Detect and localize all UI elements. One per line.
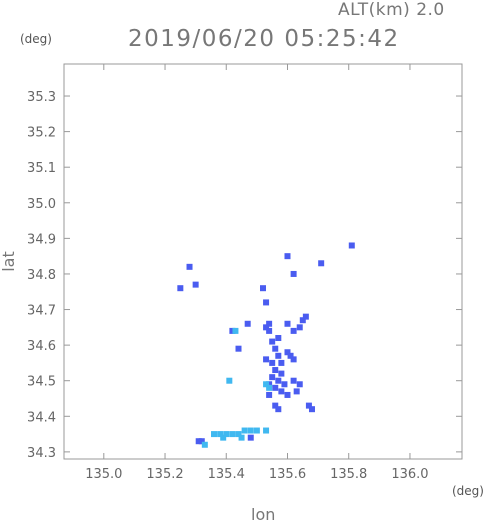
y-tick-label: 34.4: [27, 410, 56, 425]
x-tick-label: 135.0: [85, 467, 122, 482]
data-point: [220, 434, 227, 441]
data-point: [275, 352, 282, 359]
data-point: [281, 381, 288, 388]
data-point: [266, 381, 273, 388]
axis-ticks: 135.0 135.2 135.4 135.6 135.8 136.0 34.3 34.4 34…: [27, 64, 462, 482]
data-point: [263, 381, 270, 388]
x-tick-label: 135.8: [330, 467, 367, 482]
data-point: [348, 242, 355, 249]
y-tick-label: 34.6: [27, 339, 56, 354]
data-point: [266, 384, 273, 391]
data-point: [275, 335, 282, 342]
y-tick-label: 35.0: [27, 197, 56, 212]
data-point: [201, 441, 208, 448]
data-point: [272, 402, 279, 409]
y-tick-label: 34.8: [27, 268, 56, 283]
data-point: [278, 388, 285, 395]
data-point: [229, 327, 236, 334]
data-point: [299, 317, 306, 324]
data-point: [247, 427, 254, 434]
data-point: [223, 431, 230, 438]
data-point: [260, 285, 266, 292]
x-tick-label: 135.4: [208, 467, 245, 482]
data-point: [269, 338, 276, 345]
data-point: [266, 391, 273, 398]
data-point: [272, 384, 279, 391]
y-tick-label: 35.2: [27, 126, 56, 141]
data-point: [241, 427, 248, 434]
data-point: [192, 281, 199, 288]
y-axis-unit: (deg): [20, 32, 52, 46]
data-point: [244, 320, 251, 327]
data-point: [318, 260, 325, 267]
data-point: [290, 356, 297, 363]
data-point: [198, 438, 205, 445]
data-point: [263, 427, 270, 434]
data-point: [226, 377, 233, 384]
data-point: [302, 313, 309, 320]
data-point: [195, 438, 202, 445]
altitude-label: ALT(km) 2.0: [338, 0, 445, 20]
data-point: [305, 402, 312, 409]
y-tick-label: 35.1: [27, 161, 56, 176]
x-tick-label: 136.0: [391, 467, 428, 482]
x-axis-unit: (deg): [452, 484, 484, 498]
data-point: [293, 388, 300, 395]
data-point: [217, 431, 224, 438]
data-point: [290, 270, 297, 277]
data-point: [266, 320, 273, 327]
data-point: [269, 359, 276, 366]
data-point: [296, 324, 303, 331]
data-point: [266, 327, 273, 334]
x-tick-label: 135.2: [146, 467, 183, 482]
data-point: [272, 367, 279, 374]
data-point: [290, 377, 297, 384]
data-point: [296, 381, 303, 388]
data-point: [272, 345, 279, 352]
data-point: [253, 427, 260, 434]
data-point: [235, 431, 242, 438]
data-point: [247, 434, 254, 441]
data-point: [269, 374, 276, 381]
data-point: [232, 327, 239, 334]
data-point: [263, 324, 270, 331]
data-point: [275, 377, 282, 384]
x-axis-label: lon: [251, 505, 276, 524]
y-tick-label: 34.5: [27, 375, 56, 390]
data-point: [278, 370, 285, 377]
data-points: [177, 242, 355, 448]
y-tick-label: 35.3: [27, 90, 56, 105]
data-point: [284, 391, 291, 398]
data-point: [287, 352, 294, 359]
data-point: [284, 349, 291, 356]
data-point: [278, 359, 285, 366]
data-point: [238, 434, 245, 441]
data-point: [186, 263, 193, 270]
data-point: [275, 406, 282, 413]
data-point: [229, 431, 236, 438]
data-point: [263, 299, 270, 306]
data-point: [177, 285, 184, 292]
y-tick-label: 34.3: [27, 446, 56, 461]
data-point: [284, 320, 291, 327]
x-tick-label: 135.6: [269, 467, 306, 482]
data-point: [235, 345, 242, 352]
plot-frame: [63, 63, 463, 460]
y-tick-label: 34.9: [27, 232, 56, 247]
data-point: [290, 327, 297, 334]
y-tick-label: 34.7: [27, 304, 56, 319]
data-point: [211, 431, 218, 438]
data-point: [308, 406, 315, 413]
chart-title-timestamp: 2019/06/20 05:25:42: [128, 26, 400, 52]
data-point: [284, 253, 291, 260]
data-point: [263, 356, 270, 363]
